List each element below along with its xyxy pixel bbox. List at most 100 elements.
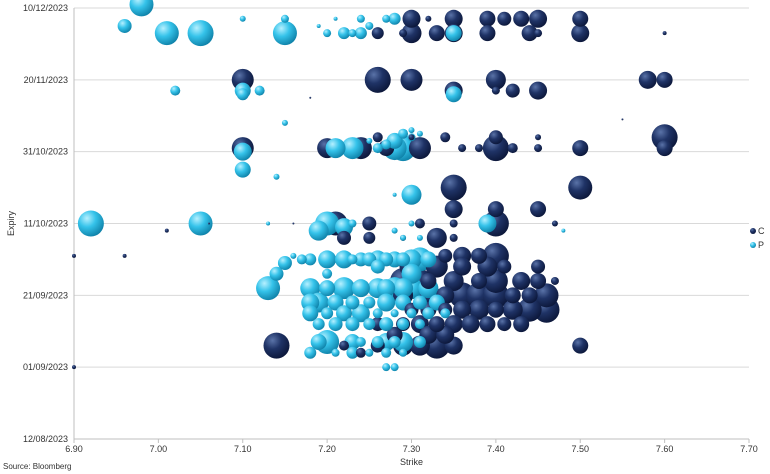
x-tick-label: 7.10 [234, 444, 252, 454]
bubble-c [400, 68, 423, 91]
bubble-c [425, 15, 432, 22]
bubble-p [336, 305, 352, 322]
y-tick-label: 01/09/2023 [23, 362, 68, 372]
bubble-c [414, 218, 425, 229]
bubble-c [444, 200, 463, 219]
bubble-p [333, 16, 338, 21]
bubble-p [273, 173, 280, 180]
bubble-c [263, 332, 290, 359]
y-tick-label: 10/12/2023 [23, 3, 68, 13]
bubble-p [381, 347, 392, 358]
bubble-c [443, 270, 464, 291]
bubble-c [449, 219, 458, 228]
bubble-c [488, 130, 503, 145]
bubble-p [440, 308, 451, 319]
bubble-p [335, 218, 353, 237]
bubble-c [371, 27, 384, 40]
bubble-p [393, 278, 414, 299]
bubble-p [396, 252, 411, 267]
bubble-c [449, 233, 458, 242]
bubble-c [440, 132, 451, 143]
bubble-c [428, 25, 445, 42]
bubble-p [416, 130, 423, 137]
bubble-c [504, 287, 521, 304]
bubble-p [400, 234, 407, 241]
bubble-p [392, 192, 397, 197]
bubble-c [534, 283, 559, 308]
bubble-p [280, 14, 289, 23]
bubble-p [382, 363, 391, 372]
bubble-p [391, 227, 398, 234]
bubble-c [339, 340, 349, 351]
bubble-p [234, 161, 251, 178]
bubble-c [531, 259, 546, 274]
bubble-c [529, 81, 548, 100]
x-tick-label: 7.50 [571, 444, 589, 454]
bubble-p [312, 318, 325, 331]
bubble-c [521, 287, 538, 304]
bubble-c [529, 9, 548, 28]
bubble-p [414, 319, 425, 330]
bubble-p [397, 318, 410, 331]
bubble-c [399, 29, 408, 38]
source-note: Source: Bloomberg [3, 462, 71, 471]
bubble-c [426, 227, 447, 248]
bubble-p [322, 268, 333, 279]
bubble-p [290, 252, 297, 259]
bubble-p [388, 336, 401, 349]
bubble-c [513, 10, 530, 27]
axes: 12/08/2023 01/09/2023 21/09/2023 11/10/2023… [23, 3, 758, 454]
bubble-c [309, 96, 312, 99]
bubble-c [440, 174, 467, 201]
bubble-c [355, 347, 366, 358]
legend-marker-c [750, 228, 756, 234]
y-tick-label: 20/11/2023 [24, 75, 68, 85]
x-tick-label: 6.90 [65, 444, 83, 454]
bubble-p [372, 143, 383, 154]
bubble-p [363, 296, 376, 309]
bubble-p [390, 363, 399, 372]
bubble-c [571, 24, 590, 43]
bubble-c [507, 143, 518, 154]
bubble-p [304, 346, 317, 359]
bubble-p [277, 256, 292, 271]
bubble-p [371, 336, 384, 349]
bubble-p [351, 279, 370, 298]
bubble-c [453, 257, 472, 276]
bubble-c [487, 301, 504, 318]
y-tick-label: 11/10/2023 [24, 219, 68, 229]
bubble-c [444, 9, 463, 28]
bubble-p [398, 128, 409, 139]
bubble-p [323, 29, 332, 38]
bubble-p [412, 295, 427, 310]
legend-label-p: P [758, 240, 764, 250]
bubble-c [453, 300, 472, 319]
bubble-p [355, 337, 366, 348]
bubble-c [572, 140, 589, 157]
x-tick-label: 7.70 [740, 444, 758, 454]
bubble-p [377, 279, 396, 298]
bubble-c [550, 276, 559, 285]
bubble-c [208, 222, 210, 225]
x-tick-label: 7.20 [318, 444, 336, 454]
bubble-p [117, 18, 132, 33]
bubble-c [572, 10, 589, 27]
bubble-p [351, 304, 370, 323]
bubble-c [521, 25, 538, 42]
bubble-c [513, 316, 530, 333]
bubble-p [381, 139, 392, 150]
bubble-c [458, 144, 467, 153]
y-tick-label: 21/09/2023 [23, 290, 68, 300]
bubble-p [347, 254, 358, 265]
bubble-c [517, 297, 542, 322]
bubble-p [129, 0, 154, 17]
bubble-c [505, 83, 520, 98]
bubble-c [475, 144, 483, 153]
bubble-p [390, 309, 399, 318]
bubble-p [413, 336, 426, 349]
bubble-p [296, 254, 307, 265]
bubble-p [399, 348, 408, 357]
bubble-c [479, 10, 496, 27]
bubble-p [354, 27, 367, 40]
